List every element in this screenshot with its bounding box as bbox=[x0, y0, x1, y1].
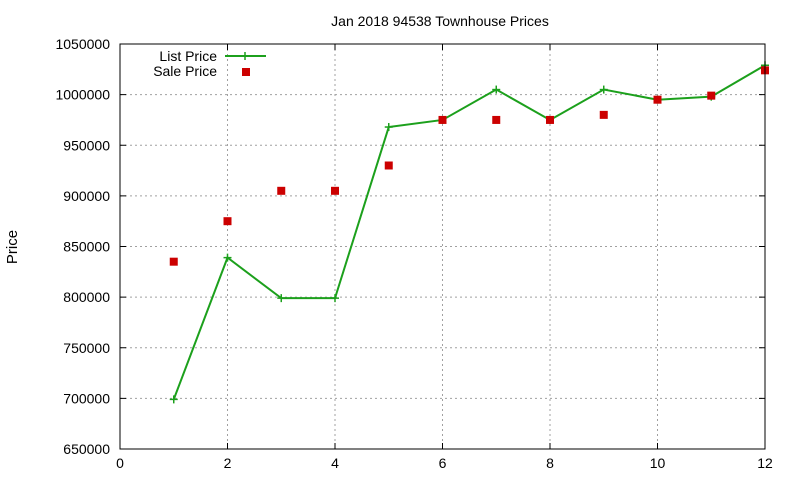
y-tick-label: 950000 bbox=[63, 137, 110, 153]
y-tick-label: 900000 bbox=[63, 188, 110, 204]
y-tick-label: 750000 bbox=[63, 340, 110, 356]
x-tick-label: 12 bbox=[757, 455, 773, 471]
sale-price-point bbox=[599, 110, 608, 119]
sale-price-point bbox=[438, 115, 447, 124]
legend-marker-sale-price bbox=[242, 68, 250, 76]
y-tick-label: 1050000 bbox=[55, 36, 110, 52]
sale-price-point bbox=[384, 161, 393, 170]
grid-lines bbox=[120, 44, 765, 449]
y-tick-label: 700000 bbox=[63, 390, 110, 406]
legend: List Price Sale Price bbox=[153, 48, 266, 79]
list-price-point bbox=[384, 123, 393, 132]
y-axis-title: Price bbox=[4, 230, 21, 264]
legend-cross-mark bbox=[241, 52, 249, 60]
sale-price-point bbox=[653, 95, 662, 104]
y-tick-label: 650000 bbox=[63, 441, 110, 457]
data-series bbox=[169, 61, 769, 404]
y-tick-label: 850000 bbox=[63, 239, 110, 255]
y-tick-label: 800000 bbox=[63, 289, 110, 305]
y-tick-label: 1000000 bbox=[55, 87, 110, 103]
list-price-line bbox=[172, 64, 766, 400]
x-tick-label: 0 bbox=[116, 455, 124, 471]
x-tick-label: 4 bbox=[331, 455, 339, 471]
sale-price-point bbox=[169, 257, 178, 266]
x-tick-label: 6 bbox=[439, 455, 447, 471]
legend-label-sale-price: Sale Price bbox=[153, 63, 217, 79]
list-price-point bbox=[223, 253, 232, 262]
list-price-point bbox=[492, 85, 501, 94]
x-tick-label: 10 bbox=[650, 455, 666, 471]
x-tick-label: 8 bbox=[546, 455, 554, 471]
plot-frame bbox=[119, 43, 766, 450]
sale-price-point bbox=[277, 186, 286, 195]
list-price-point bbox=[331, 294, 339, 303]
sale-price-point bbox=[223, 217, 232, 226]
sale-price-point bbox=[331, 186, 339, 195]
legend-label-list-price: List Price bbox=[159, 48, 217, 64]
list-price-point bbox=[169, 395, 178, 404]
sale-price-point bbox=[492, 115, 501, 124]
chart-title: Jan 2018 94538 Townhouse Prices bbox=[331, 13, 549, 29]
legend-marker-list-price bbox=[241, 52, 249, 60]
tick-labels: 650000 700000 750000 800000 850000 900000 9500… bbox=[55, 36, 773, 471]
sale-price-point bbox=[707, 91, 716, 100]
x-tick-label: 2 bbox=[224, 455, 232, 471]
list-price-point bbox=[599, 85, 608, 94]
list-price-point bbox=[277, 294, 286, 303]
sale-price-point bbox=[546, 115, 554, 124]
